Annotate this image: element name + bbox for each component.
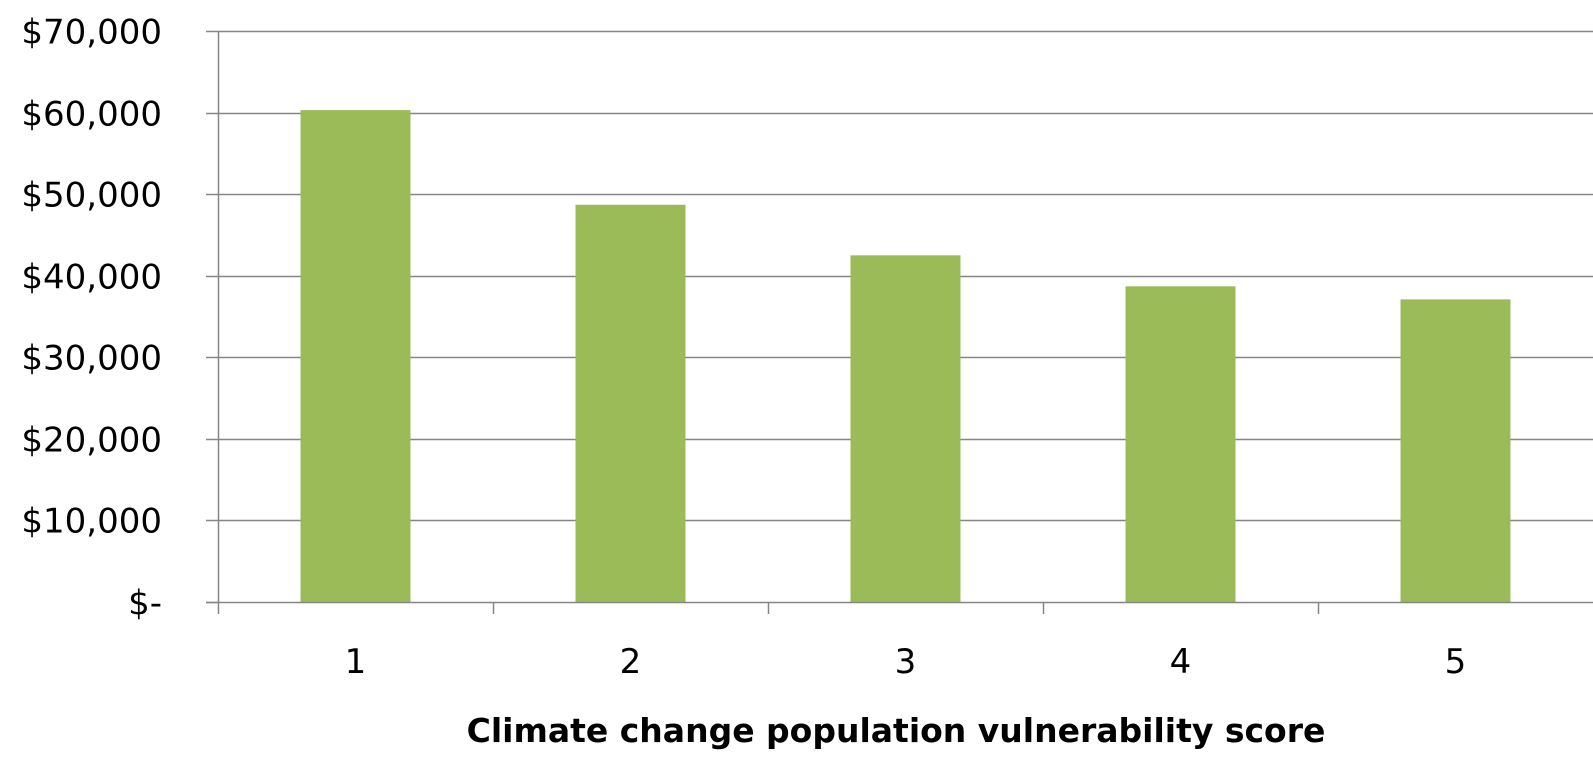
x-tick-label: 4: [1170, 642, 1192, 682]
axes: [206, 30, 1593, 614]
bar-3: [850, 255, 961, 603]
bar-5: [1400, 299, 1511, 602]
y-tick-label: $-: [128, 584, 162, 624]
y-tick-label: $60,000: [21, 95, 162, 135]
y-tick-labels: $- $10,000 $20,000 $30,000 $40,000 $50,000 $60…: [21, 13, 162, 624]
x-tick-labels: 1 2 3 4 5: [345, 642, 1467, 682]
x-tick-label: 5: [1445, 642, 1467, 682]
bar-2: [575, 204, 686, 603]
x-tick-label: 2: [620, 642, 642, 682]
x-tick-label: 1: [345, 642, 367, 682]
bar-1: [300, 110, 411, 603]
y-tick-label: $50,000: [21, 176, 162, 216]
y-tick-label: $40,000: [21, 258, 162, 298]
bar-4: [1125, 286, 1236, 602]
y-tick-label: $10,000: [21, 502, 162, 542]
y-tick-label: $20,000: [21, 421, 162, 461]
y-tick-label: $70,000: [21, 13, 162, 53]
y-tick-label: $30,000: [21, 339, 162, 379]
x-tick-label: 3: [895, 642, 917, 682]
x-axis-title: Climate change population vulnerability …: [467, 711, 1326, 750]
bars: [300, 110, 1511, 603]
